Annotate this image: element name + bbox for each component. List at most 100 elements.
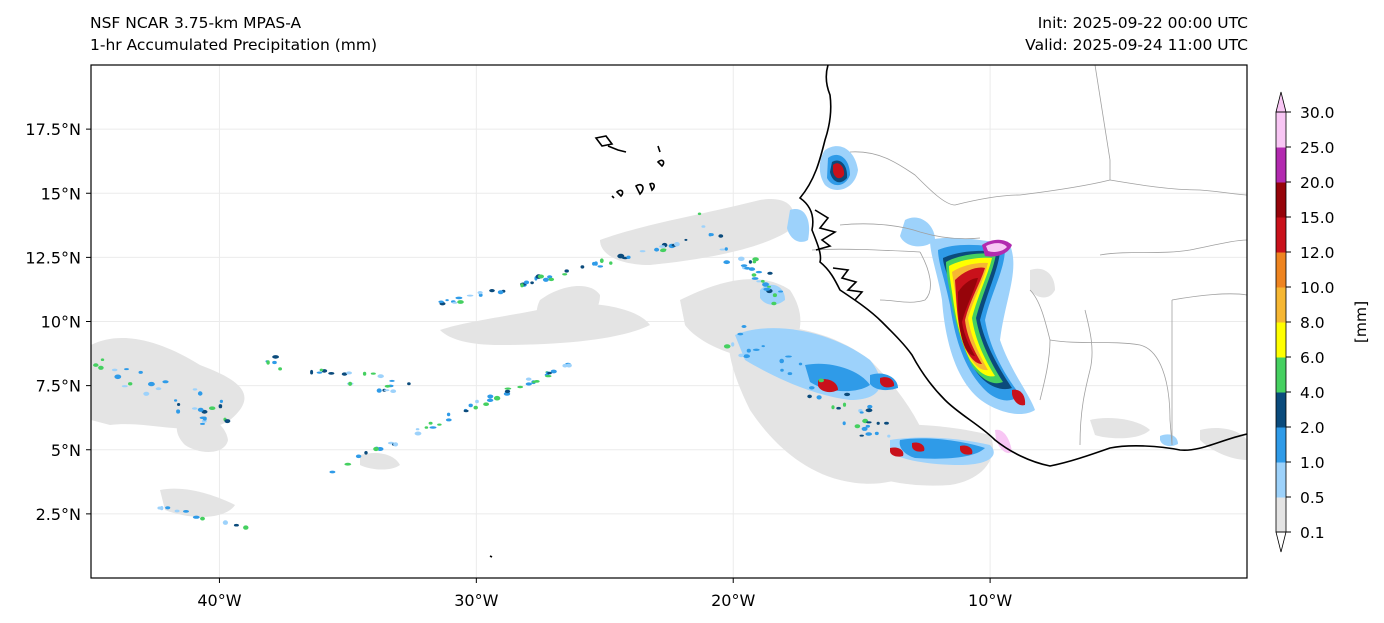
precip-cell — [445, 418, 452, 422]
precip-cell — [798, 362, 803, 366]
precip-cell — [407, 382, 411, 386]
precip-cell — [597, 265, 604, 268]
precip-cell — [162, 380, 169, 384]
precip-cell — [192, 515, 200, 519]
lon-tick-label: 40°W — [197, 591, 241, 610]
precip-cell — [355, 454, 362, 459]
precip-cell — [564, 269, 569, 273]
precip-cell — [748, 267, 756, 271]
precip-cell — [562, 273, 568, 276]
precip-cell — [93, 363, 99, 367]
precip-cell — [542, 277, 549, 282]
precip-cell — [525, 377, 532, 381]
precip-cell — [831, 405, 835, 410]
precip-cell — [384, 384, 391, 388]
precip-cell — [348, 381, 352, 386]
precip-cell — [475, 399, 479, 404]
lat-tick-label: 7.5°N — [36, 377, 81, 396]
precip-cell — [224, 419, 231, 424]
precip-cell — [376, 447, 384, 451]
precip-cell — [319, 368, 324, 372]
precip-cell — [473, 405, 478, 410]
precip-heavy-core — [818, 163, 1026, 457]
precip-cell — [592, 261, 596, 266]
valid-time: Valid: 2025-09-24 11:00 UTC — [1025, 36, 1248, 54]
precip-cell — [548, 277, 555, 282]
precip-cell — [532, 380, 536, 384]
precip-cell — [383, 389, 390, 392]
colorbar-extend-min — [1275, 531, 1287, 553]
precip-cell — [709, 233, 714, 237]
precip-cell — [718, 234, 724, 238]
precip-cell — [756, 280, 762, 283]
precip-cell — [329, 470, 336, 474]
precip-cell — [807, 394, 812, 399]
precip-cell — [200, 516, 205, 521]
lat-tick-label: 10°N — [41, 313, 81, 332]
lat-tick-label: 17.5°N — [25, 120, 81, 139]
precip-cell — [537, 274, 545, 279]
precip-cell — [816, 395, 822, 400]
precip-cell — [520, 283, 524, 288]
gridlines — [91, 65, 1247, 578]
precip-cell — [121, 385, 128, 388]
precip-cell — [659, 245, 666, 248]
precip-cell — [874, 431, 879, 436]
precip-cell — [497, 290, 504, 295]
map-panel[interactable] — [90, 64, 1248, 579]
precip-cell — [743, 354, 750, 359]
colorbar-swatch — [1276, 182, 1286, 218]
precip-cell — [767, 271, 773, 275]
precip-cell — [200, 422, 205, 425]
colorbar-tick-label: 15.0 — [1300, 209, 1335, 227]
precip-cell — [148, 381, 155, 387]
colorbar-tick-label: 10.0 — [1300, 279, 1335, 297]
precip-cell — [525, 382, 532, 386]
precip-cell — [865, 408, 873, 413]
lat-tick-label: 15°N — [41, 184, 81, 203]
precip-cell — [787, 374, 793, 379]
precip-cell — [346, 371, 352, 375]
colorbar-swatch — [1276, 217, 1286, 253]
precip-field — [91, 146, 1247, 530]
precip-cell — [100, 358, 105, 362]
precip-cell — [428, 421, 433, 425]
precip-cell — [674, 242, 680, 247]
precip-cell — [517, 385, 524, 389]
precip-cell — [98, 365, 104, 370]
colorbar-tick-label: 20.0 — [1300, 174, 1335, 192]
precip-cell — [362, 371, 367, 376]
precip-cell — [177, 403, 181, 406]
longitude-axis: 40°W 30°W 20°W 10°W — [197, 578, 1012, 610]
precip-cell — [243, 525, 249, 530]
precip-cell — [328, 372, 335, 375]
precip-cell — [780, 368, 784, 372]
precip-cell — [272, 360, 277, 365]
precip-cell — [415, 428, 420, 431]
precip-cell — [617, 253, 625, 259]
precip-cell — [373, 446, 379, 452]
precip-cell — [530, 281, 534, 285]
field-title: 1-hr Accumulated Precipitation (mm) — [90, 36, 377, 54]
precip-cell — [414, 431, 422, 436]
precip-cell — [155, 387, 162, 391]
precip-cell — [778, 290, 784, 293]
lon-tick-label: 10°W — [968, 591, 1012, 610]
precip-cell — [310, 369, 314, 375]
precip-cell — [468, 403, 473, 408]
colorbar-extend-max — [1275, 91, 1287, 113]
precip-cell — [550, 369, 557, 374]
precip-cell — [202, 416, 207, 421]
precip-cell — [478, 293, 483, 297]
precip-cell — [143, 391, 150, 396]
precip-cell — [785, 355, 792, 358]
precip-cell — [429, 426, 437, 429]
precip-cell — [176, 409, 181, 414]
precip-cell — [751, 273, 757, 277]
precip-cell — [719, 248, 726, 251]
precip-cell — [504, 389, 511, 394]
precip-cell — [165, 506, 171, 510]
precip-cell — [746, 348, 751, 353]
precip-cell — [842, 421, 846, 426]
precip-cell — [859, 411, 864, 414]
